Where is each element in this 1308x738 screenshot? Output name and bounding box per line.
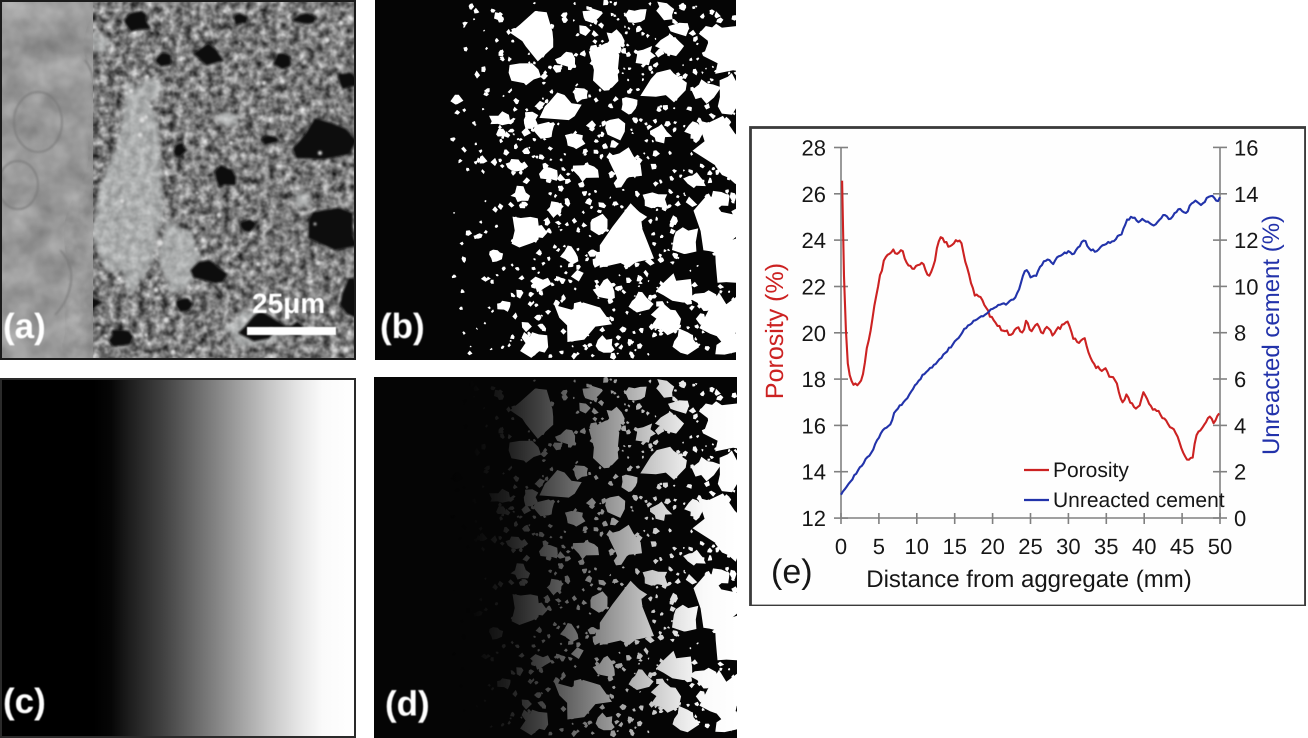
svg-text:50: 50 [1208, 534, 1232, 559]
svg-text:40: 40 [1132, 534, 1156, 559]
svg-text:14: 14 [1234, 182, 1258, 207]
svg-text:16: 16 [1234, 135, 1258, 160]
svg-text:30: 30 [1056, 534, 1080, 559]
svg-text:(b): (b) [380, 307, 425, 346]
svg-text:Distance from aggregate (mm): Distance from aggregate (mm) [866, 566, 1191, 593]
svg-text:Porosity (%): Porosity (%) [761, 263, 789, 399]
svg-text:18: 18 [802, 367, 826, 392]
svg-text:24: 24 [802, 228, 826, 253]
svg-text:6: 6 [1234, 367, 1246, 392]
svg-text:14: 14 [802, 460, 826, 485]
svg-text:0: 0 [835, 534, 847, 559]
svg-text:Unreacted cement (%): Unreacted cement (%) [1258, 215, 1285, 455]
svg-text:45: 45 [1170, 534, 1194, 559]
svg-text:20: 20 [980, 534, 1004, 559]
svg-text:0: 0 [1234, 506, 1246, 531]
svg-text:28: 28 [802, 136, 826, 161]
svg-text:26: 26 [802, 182, 826, 207]
svg-text:35: 35 [1094, 534, 1118, 559]
svg-text:15: 15 [942, 534, 966, 559]
svg-text:(d): (d) [385, 685, 430, 724]
svg-text:(a): (a) [3, 307, 46, 346]
svg-text:5: 5 [873, 534, 885, 559]
svg-text:10: 10 [1234, 274, 1258, 299]
svg-text:8: 8 [1234, 321, 1246, 346]
svg-text:20: 20 [802, 321, 826, 346]
svg-text:22: 22 [802, 275, 826, 300]
svg-text:(e): (e) [771, 553, 813, 591]
svg-text:25: 25 [1018, 534, 1042, 559]
svg-text:12: 12 [802, 506, 826, 531]
svg-text:Unreacted cement: Unreacted cement [1053, 489, 1225, 512]
svg-text:Porosity: Porosity [1053, 459, 1129, 482]
svg-text:16: 16 [802, 413, 826, 438]
svg-text:4: 4 [1234, 413, 1246, 438]
svg-text:12: 12 [1234, 228, 1258, 253]
svg-text:10: 10 [905, 534, 929, 559]
svg-text:25μm: 25μm [252, 288, 325, 319]
svg-text:2: 2 [1234, 460, 1246, 485]
